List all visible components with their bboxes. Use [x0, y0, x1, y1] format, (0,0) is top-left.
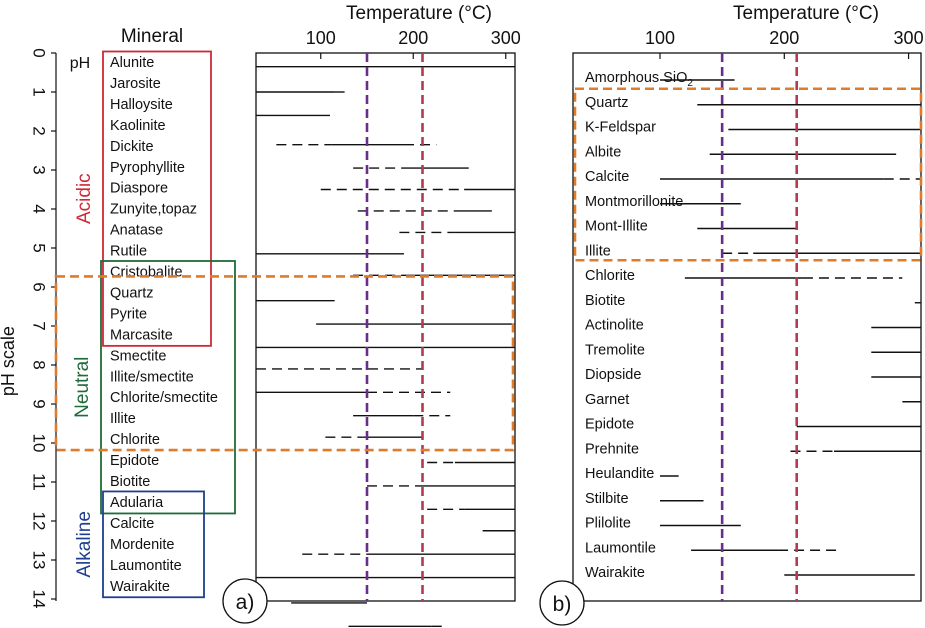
mineral-label-quartz: Quartz: [110, 285, 154, 301]
ph-tick-label-8: 8: [30, 360, 49, 369]
group-label-acidic: Acidic: [74, 173, 95, 224]
mineral-label-alunite: Alunite: [110, 55, 154, 71]
b-x-tick-label-100: 100: [645, 28, 675, 48]
mineral-label-calcite: Calcite: [110, 516, 154, 532]
ph-tick-label-12: 12: [30, 512, 49, 531]
b-mineral-label-prehnite: Prehnite: [585, 441, 639, 457]
panel-b-label-circle: [539, 580, 585, 626]
ph-tick-label-4: 4: [30, 204, 49, 213]
panel-b-label: b): [553, 593, 572, 616]
mineral-header: Mineral: [121, 26, 183, 47]
b-mineral-label-subscript: 2: [687, 78, 693, 89]
mineral-label-dickite: Dickite: [110, 139, 154, 155]
mineral-label-rutile: Rutile: [110, 244, 147, 260]
mineral-label-kaolinite: Kaolinite: [110, 118, 166, 134]
ph-tick-label-0: 0: [30, 48, 49, 57]
ph-header: pH: [70, 55, 90, 72]
ph-tick-label-6: 6: [30, 282, 49, 291]
ph-tick-label-3: 3: [30, 165, 49, 174]
mineral-label-chlorite-smectite: Chlorite/smectite: [110, 390, 218, 406]
b-mineral-label-epidote: Epidote: [585, 417, 634, 433]
x-tick-label-300: 300: [491, 28, 521, 48]
b-mineral-label-laumontile: Laumontile: [585, 540, 656, 556]
panel-a-highlight-box: [54, 275, 515, 452]
ph-tick-label-13: 13: [30, 551, 49, 570]
ph-tick-label-7: 7: [30, 321, 49, 330]
mineral-label-smectite: Smectite: [110, 348, 166, 364]
ph-tick-label-11: 11: [30, 473, 49, 491]
b-mineral-label-mont-illite: Mont-Illite: [585, 219, 648, 235]
mineral-label-mordenite: Mordenite: [110, 537, 174, 553]
mineral-label-epidote: Epidote: [110, 453, 159, 469]
panel-a-title: Temperature (°C): [346, 3, 492, 24]
panel-a-plot-frame: [255, 52, 516, 602]
b-mineral-label-chlorite: Chlorite: [585, 268, 635, 284]
panel-b-highlight-box: [573, 87, 923, 262]
mineral-label-anatase: Anatase: [110, 223, 163, 239]
group-box-alkaline: [102, 490, 205, 599]
b-mineral-label-garnet: Garnet: [585, 392, 629, 408]
b-mineral-label-quartz: Quartz: [585, 95, 629, 111]
mineral-label-illite: Illite: [110, 411, 136, 427]
b-x-tick-label-300: 300: [894, 28, 924, 48]
ph-tick-label-9: 9: [30, 399, 49, 408]
b-mineral-label-k-feldspar: K-Feldspar: [585, 120, 656, 136]
mineral-label-halloysite: Halloysite: [110, 97, 173, 113]
mineral-label-chlorite: Chlorite: [110, 432, 160, 448]
mineral-label-jarosite: Jarosite: [110, 76, 161, 92]
ph-tick-label-14: 14: [30, 590, 49, 609]
mineral-label-pyrite: Pyrite: [110, 306, 147, 322]
panel-b-chart: Temperature (°C) 100 200 300 Amorphous SiO2 Q…: [539, 3, 924, 626]
mineral-label-laumontite: Laumontite: [110, 558, 182, 574]
ph-tick-label-10: 10: [30, 434, 49, 453]
x-tick-label-200: 200: [398, 28, 428, 48]
group-box-acidic: [102, 50, 212, 347]
ph-axis-title: pH scale: [0, 326, 18, 396]
panel-a-label-circle: [222, 578, 268, 624]
mineral-label-diaspore: Diaspore: [110, 181, 168, 197]
x-tick-label-100: 100: [306, 28, 336, 48]
b-mineral-label-illite: Illite: [585, 243, 611, 259]
b-mineral-label-biotite: Biotite: [585, 293, 625, 309]
panel-b-title: Temperature (°C): [733, 3, 879, 24]
b-mineral-label-tremolite: Tremolite: [585, 342, 645, 358]
b-mineral-label-heulandite: Heulandite: [585, 466, 654, 482]
mineral-label-illite-smectite: Illite/smectite: [110, 369, 194, 385]
group-label-neutral: Neutral: [72, 357, 93, 418]
b-mineral-label-diopside: Diopside: [585, 367, 641, 383]
b-mineral-label-plilolite: Plilolite: [585, 516, 631, 532]
mineral-label-marcasite: Marcasite: [110, 327, 173, 343]
mineral-label-biotite: Biotite: [110, 474, 150, 490]
b-mineral-label-calcite: Calcite: [585, 169, 629, 185]
group-label-alkaline: Alkaline: [74, 511, 95, 578]
b-mineral-label-amorphous-sio: Amorphous SiO2: [585, 70, 693, 89]
mineral-label-pyrophyllite: Pyrophyllite: [110, 160, 185, 176]
ph-tick-label-1: 1: [30, 87, 49, 96]
panel-a-label: a): [236, 591, 255, 614]
b-mineral-label-actinolite: Actinolite: [585, 318, 644, 334]
b-mineral-label-albite: Albite: [585, 144, 621, 160]
b-mineral-label-montmorillonite: Montmorillonite: [585, 194, 683, 210]
b-mineral-label-wairakite: Wairakite: [585, 565, 645, 581]
b-mineral-label-stilbite: Stilbite: [585, 491, 629, 507]
group-box-neutral: [100, 260, 236, 515]
mineral-label-adularia: Adularia: [110, 495, 164, 511]
ph-tick-label-2: 2: [30, 126, 49, 135]
ph-tick-label-5: 5: [30, 243, 49, 252]
mineral-label-cristobalite: Cristobalite: [110, 265, 183, 281]
b-x-tick-label-200: 200: [769, 28, 799, 48]
mineral-label-wairakite: Wairakite: [110, 579, 170, 595]
mineral-label-zunyite-topaz: Zunyite,topaz: [110, 202, 197, 218]
